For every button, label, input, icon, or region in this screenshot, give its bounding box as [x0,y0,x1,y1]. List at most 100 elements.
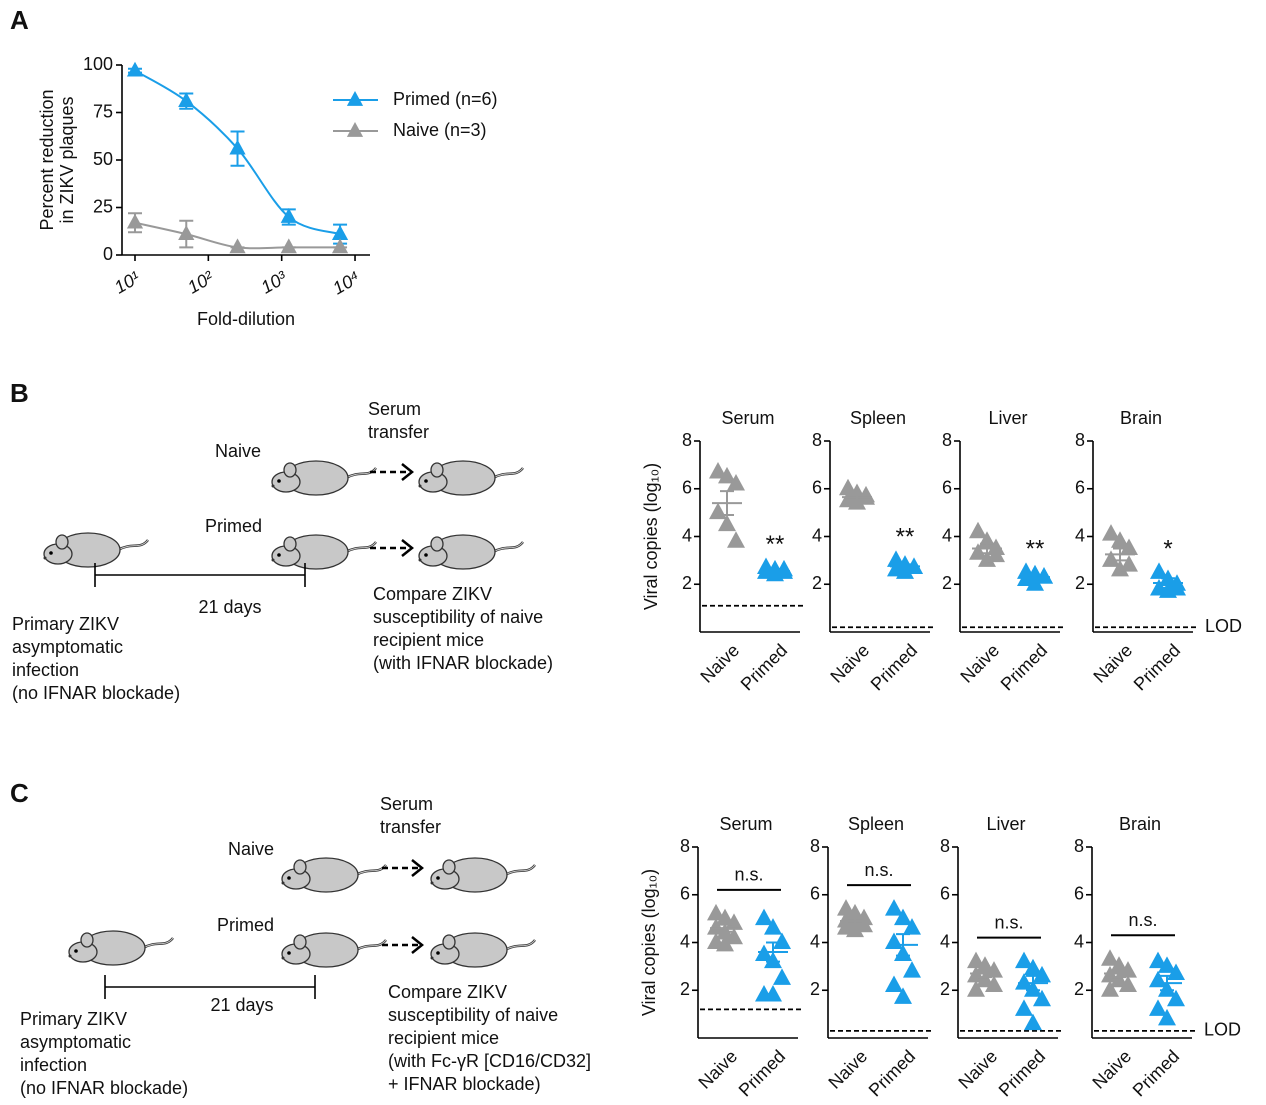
y-tick-label: 8 [942,430,952,450]
data-point [707,903,725,921]
x-tick-label: 10³ [258,267,291,298]
x-tick-label: Primed [865,1046,919,1100]
data-point [894,987,912,1004]
lod-label: LOD [1204,1020,1241,1040]
sem-bar [898,563,912,570]
significance-label: n.s. [994,912,1023,932]
diagram-label: Naive [228,839,274,859]
data-point [969,521,987,539]
data-point [727,531,745,548]
y-tick-label: 6 [940,884,950,904]
y-axis-label: Viral copies (log₁₀) [641,463,661,610]
y-tick-label: 8 [812,430,822,450]
x-tick-label: Primed [995,1046,1049,1100]
data-point [1149,970,1167,988]
data-point [896,562,914,579]
chart-title: Spleen [848,814,904,834]
significance-label: * [1163,536,1172,563]
diagram-label: Primed [217,915,274,935]
data-point [1026,574,1044,591]
mouse-icon [280,931,388,969]
diagram-label: Compare ZIKV [373,584,492,604]
significance-label: n.s. [734,865,763,885]
legend-marker [346,122,364,137]
diagram-label: 21 days [198,597,261,617]
y-tick-label: 6 [942,478,952,498]
data-point [903,918,921,935]
data-point [755,908,773,926]
diagram-label: + IFNAR blockade) [388,1074,541,1094]
significance-label: n.s. [1128,910,1157,930]
data-point [887,550,905,567]
data-point [709,502,727,520]
x-tick-label: Primed [867,640,921,694]
data-point [1168,579,1186,596]
data-point [1101,980,1119,997]
data-point [837,899,855,916]
data-point [718,514,736,532]
data-point [126,61,144,77]
data-point [985,975,1003,992]
diagram-label: asymptomatic [20,1032,131,1052]
diagram-label: Compare ZIKV [388,982,507,1002]
y-tick-label: 8 [1075,430,1085,450]
x-tick-label: Primed [735,1046,789,1100]
data-point [1015,999,1033,1016]
diagram-label: (with Fc-γR [CD16/CD32] [388,1051,591,1071]
sem-bar [1113,547,1127,562]
chart-title: Brain [1120,408,1162,428]
data-point [1015,951,1033,969]
data-point [978,550,996,567]
mouse-icon [429,856,537,894]
y-tick-label: 2 [1075,573,1085,593]
diagram-label: Primed [205,516,262,536]
data-point [709,462,727,479]
arrow-head [401,463,415,481]
y-tick-label: 2 [680,979,690,999]
data-point [1102,524,1120,541]
data-point [848,493,866,510]
y-tick-label: 2 [940,979,950,999]
x-tick-label: 10⁴ [329,267,363,298]
sem-bar [896,933,910,957]
diagram-label: Serum [368,399,421,419]
diagram-label: (no IFNAR blockade) [20,1078,188,1098]
mouse-icon [429,931,537,969]
data-point [1033,965,1051,983]
data-point [969,543,987,560]
data-point [1167,989,1185,1007]
data-point [1150,562,1168,579]
arrow-head [411,936,425,954]
data-point [725,927,743,945]
sem-bar [720,490,734,517]
y-tick-label: 100 [83,54,113,74]
data-point [773,968,791,985]
y-tick-label: 25 [93,196,113,216]
diagram-label: Primary ZIKV [20,1009,127,1029]
x-tick-label: 10¹ [111,267,144,297]
y-tick-label: 2 [1074,979,1084,999]
y-tick-label: 4 [1074,931,1084,951]
data-point [1120,538,1138,555]
x-tick-label: Primed [737,640,791,694]
arrow-head [411,859,425,877]
data-point [331,238,349,254]
sem-bar [978,968,992,979]
chart-title: Spleen [850,408,906,428]
y-axis-label: in ZIKV plaques [57,96,77,223]
sem-bar [766,941,780,963]
data-point [846,903,864,921]
data-point [229,139,246,155]
data-point [1024,1013,1042,1031]
diagram-label: 21 days [210,995,273,1015]
y-tick-label: 8 [810,836,820,856]
data-point [894,908,912,926]
data-point [727,473,745,491]
data-point [967,980,985,997]
chart-title: Brain [1119,814,1161,834]
sem-bar [718,923,732,933]
sem-bar [1028,574,1042,580]
sem-bar [1026,974,1040,992]
y-tick-label: 6 [1074,884,1084,904]
data-point [280,238,297,254]
